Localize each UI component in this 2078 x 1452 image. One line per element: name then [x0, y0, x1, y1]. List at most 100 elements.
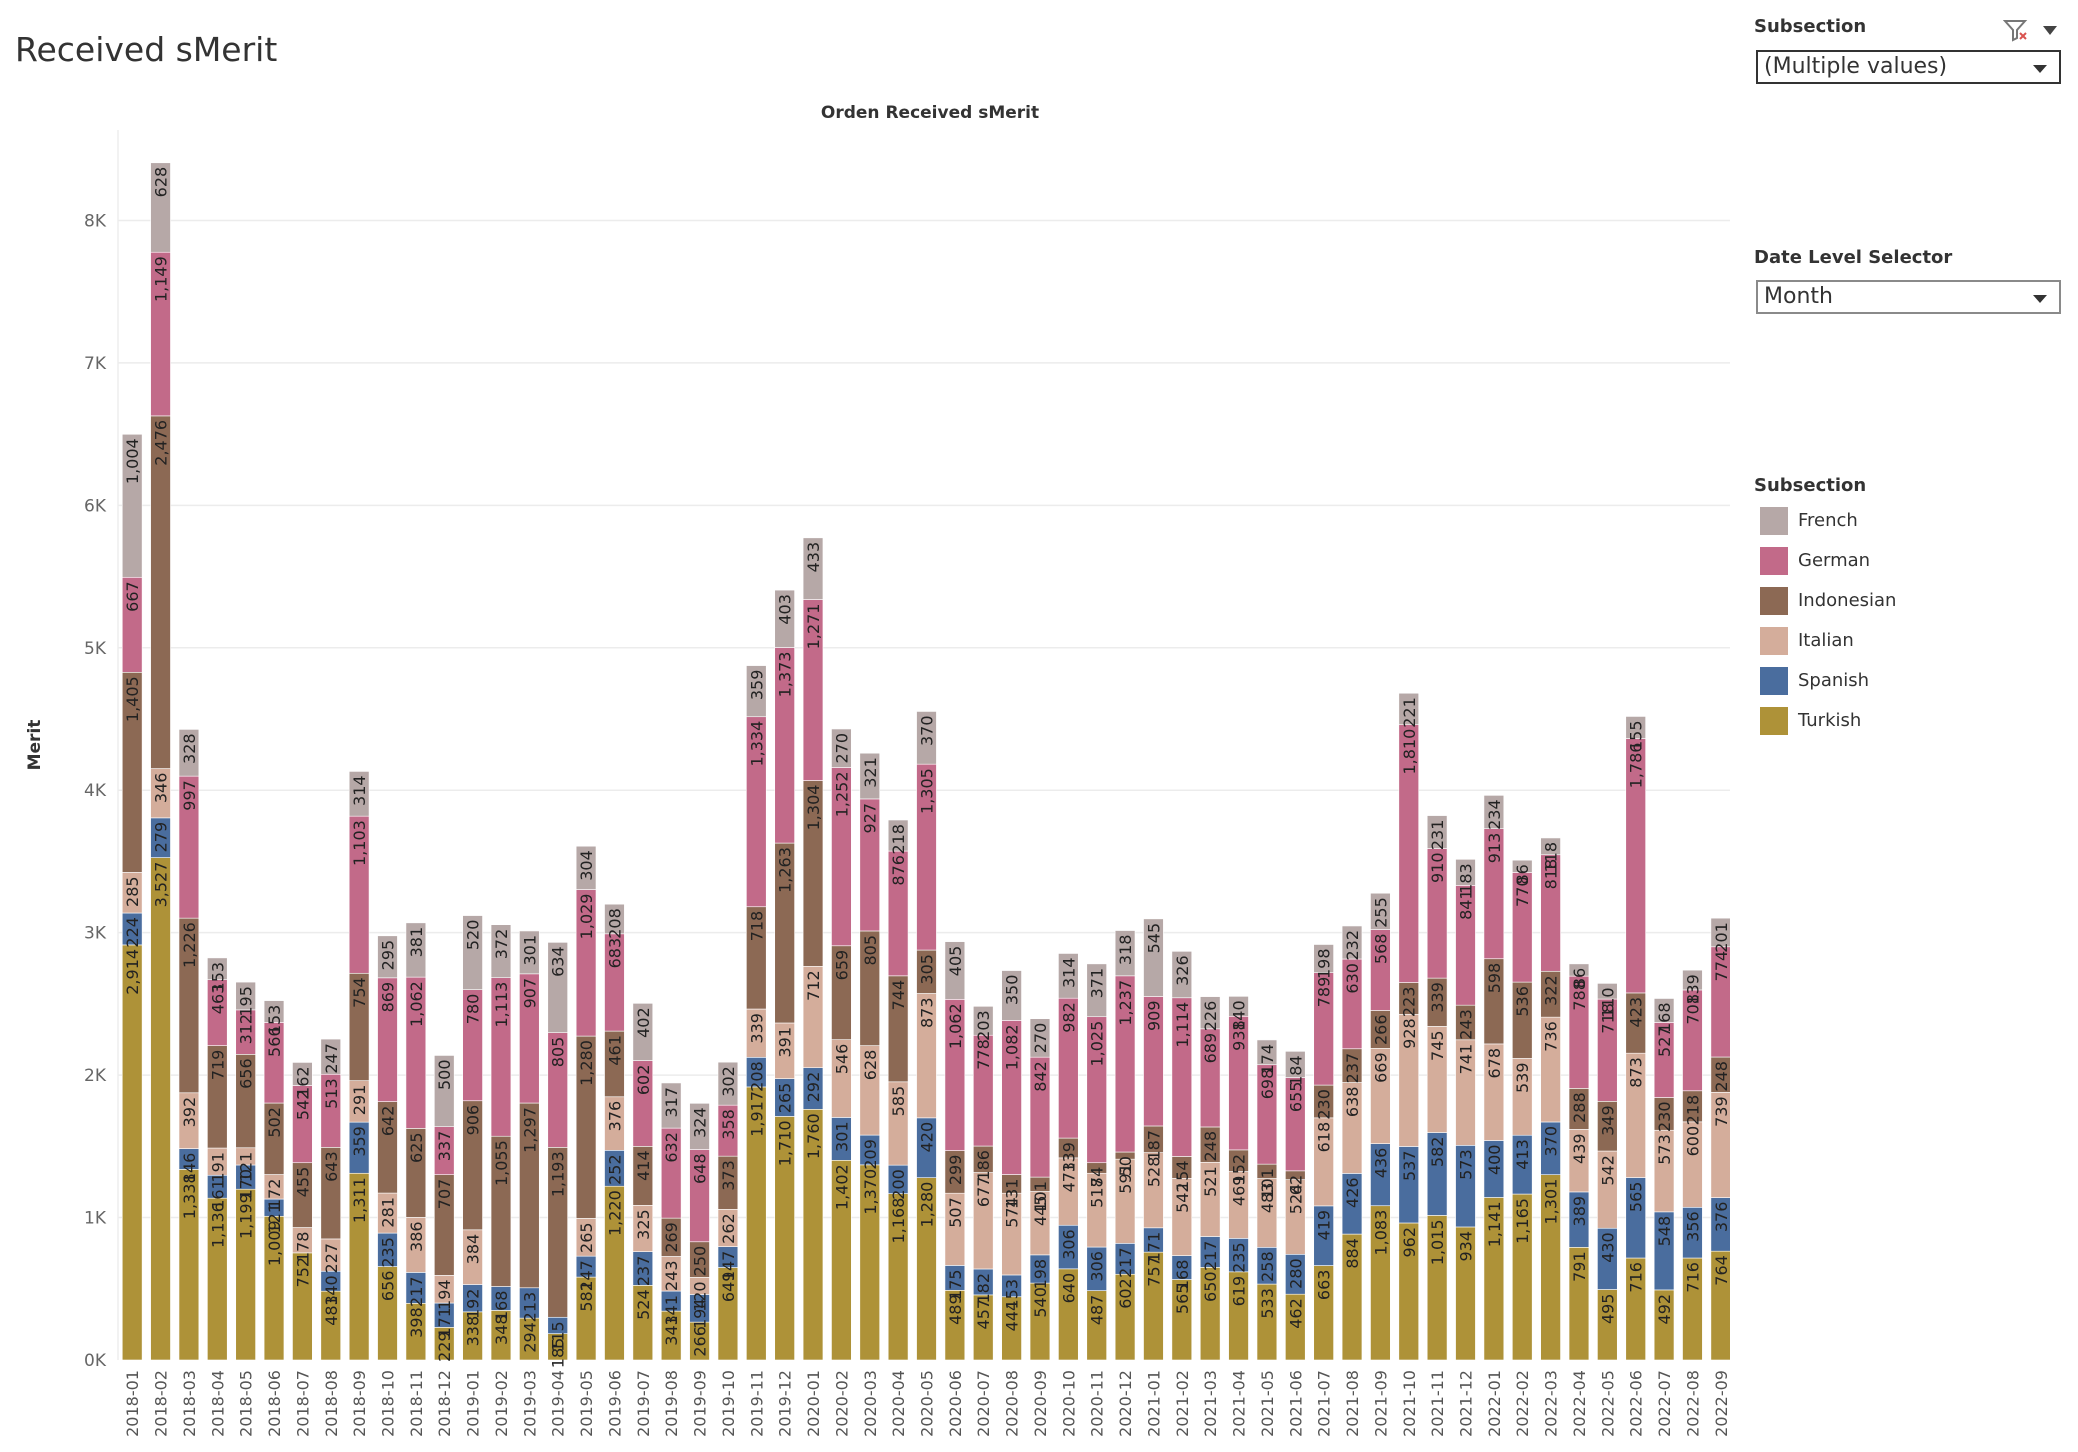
bar-segment-french[interactable] — [348, 771, 370, 817]
bar-segment-french[interactable] — [1143, 918, 1164, 997]
data-label: 736 — [1542, 1021, 1561, 1052]
bar-segment-french[interactable] — [547, 942, 568, 1033]
y-tick-label: 0K — [84, 1351, 107, 1371]
bar-segment-french[interactable] — [1568, 963, 1590, 977]
bar-segment-french[interactable] — [802, 537, 824, 600]
y-axis-label: Merit — [25, 720, 45, 771]
data-label: 928 — [1400, 1018, 1419, 1049]
bar-segment-french[interactable] — [1455, 859, 1476, 886]
data-label: 643 — [322, 1151, 341, 1182]
data-label: 153 — [208, 962, 227, 993]
bar-segment-french[interactable] — [1682, 969, 1703, 991]
bar-segment-french[interactable] — [405, 922, 427, 978]
bar-segment-french[interactable] — [1341, 925, 1363, 960]
data-label: 545 — [1144, 923, 1163, 954]
bar-segment-french[interactable] — [1653, 998, 1675, 1023]
bar-segment-french[interactable] — [1285, 1051, 1306, 1078]
bar-segment-french[interactable] — [717, 1061, 739, 1106]
bar-segment-french[interactable] — [660, 1082, 682, 1129]
bar-segment-french[interactable] — [320, 1038, 341, 1075]
bar-segment-french[interactable] — [235, 981, 256, 1011]
data-label: 413 — [1513, 1139, 1532, 1170]
bar-segment-french[interactable] — [377, 935, 398, 979]
date-level-dropdown[interactable]: Month — [1756, 280, 2061, 314]
y-tick-label: 4K — [84, 781, 107, 801]
bar-segment-french[interactable] — [887, 819, 909, 852]
data-label: 630 — [1343, 963, 1362, 994]
bar-segment-turkish[interactable] — [150, 857, 171, 1361]
bar-segment-french[interactable] — [434, 1055, 455, 1127]
bar-segment-french[interactable] — [1086, 963, 1107, 1018]
bar-segment-french[interactable] — [1483, 795, 1505, 829]
x-tick-label: 2022-06 — [1627, 1370, 1646, 1437]
data-label: 744 — [889, 980, 908, 1011]
bar-segment-french[interactable] — [1256, 1039, 1278, 1066]
bar-segment-french[interactable] — [1398, 692, 1419, 726]
data-label: 573 — [1457, 1149, 1476, 1180]
bar-segment-french[interactable] — [1058, 953, 1079, 999]
data-label: 312 — [237, 1014, 256, 1045]
bar-segment-french[interactable] — [1001, 970, 1022, 1021]
bar-segment-french[interactable] — [1199, 996, 1221, 1030]
bar-segment-french[interactable] — [689, 1103, 710, 1150]
clear-filter-icon[interactable] — [2002, 20, 2028, 42]
data-label: 634 — [549, 946, 568, 977]
bar-segment-french[interactable] — [1540, 837, 1561, 856]
data-label: 520 — [464, 920, 483, 951]
bar-segment-french[interactable] — [462, 915, 483, 990]
bar-segment-french[interactable] — [1597, 983, 1618, 1000]
data-label: 294 — [520, 1322, 539, 1353]
subsection-filter-dropdown[interactable]: (Multiple values) — [1756, 50, 2061, 84]
data-label: 203 — [974, 1010, 993, 1041]
bar-segment-french[interactable] — [292, 1062, 313, 1086]
data-label: 247 — [322, 1043, 341, 1074]
bar-segment-french[interactable] — [746, 665, 767, 718]
x-tick-label: 2020-11 — [1088, 1370, 1107, 1437]
data-label: 716 — [1683, 1262, 1702, 1293]
data-label: 927 — [861, 803, 880, 834]
bar-segment-french[interactable] — [1313, 944, 1334, 974]
data-label: 168 — [492, 1291, 511, 1322]
data-label: 628 — [861, 1050, 880, 1081]
data-label: 1,113 — [492, 982, 511, 1028]
bar-segment-french[interactable] — [774, 589, 795, 648]
bar-segment-french[interactable] — [1512, 859, 1533, 873]
bar-segment-french[interactable] — [490, 924, 512, 978]
bar-segment-french[interactable] — [207, 957, 228, 980]
bar-segment-french[interactable] — [831, 728, 852, 768]
legend-title: Subsection — [1754, 475, 1867, 496]
chevron-down-icon[interactable] — [2043, 26, 2057, 35]
bar-segment-french[interactable] — [263, 1000, 285, 1023]
data-label: 337 — [435, 1131, 454, 1162]
data-label: 248 — [1712, 1061, 1730, 1092]
bar-segment-french[interactable] — [632, 1003, 654, 1061]
bar-segment-french[interactable] — [944, 941, 966, 1000]
bar-segment-french[interactable] — [1625, 716, 1646, 739]
bar-segment-french[interactable] — [973, 1006, 994, 1036]
bar-segment-turkish[interactable] — [121, 944, 143, 1361]
bar-segment-french[interactable] — [1710, 917, 1730, 948]
bar-segment-french[interactable] — [1171, 951, 1193, 999]
bar-segment-french[interactable] — [1228, 996, 1249, 1017]
bar-segment-french[interactable] — [1029, 1018, 1051, 1058]
bar-segment-french[interactable] — [916, 711, 937, 765]
bar-segment-indonesian[interactable] — [150, 415, 171, 769]
bar-segment-french[interactable] — [859, 752, 880, 800]
bar-segment-french[interactable] — [575, 845, 597, 890]
data-label: 982 — [1059, 1002, 1078, 1033]
bar-segment-french[interactable] — [1426, 815, 1448, 849]
data-label: 373 — [719, 1160, 738, 1191]
filter-tools[interactable] — [2002, 18, 2063, 42]
bar-segment-french[interactable] — [150, 162, 171, 253]
bar-segment-french[interactable] — [519, 930, 540, 975]
data-label: 153 — [265, 1005, 284, 1036]
bar-segment-french[interactable] — [121, 433, 143, 578]
bar-segment-french[interactable] — [1370, 892, 1391, 930]
x-tick-label: 2021-06 — [1286, 1370, 1305, 1437]
data-label: 640 — [1059, 1273, 1078, 1304]
bar-segment-french[interactable] — [1114, 930, 1136, 977]
data-label: 1,263 — [776, 847, 795, 893]
bar-segment-french[interactable] — [178, 729, 200, 777]
data-label: 153 — [1003, 1279, 1022, 1310]
bar-segment-french[interactable] — [604, 903, 625, 935]
